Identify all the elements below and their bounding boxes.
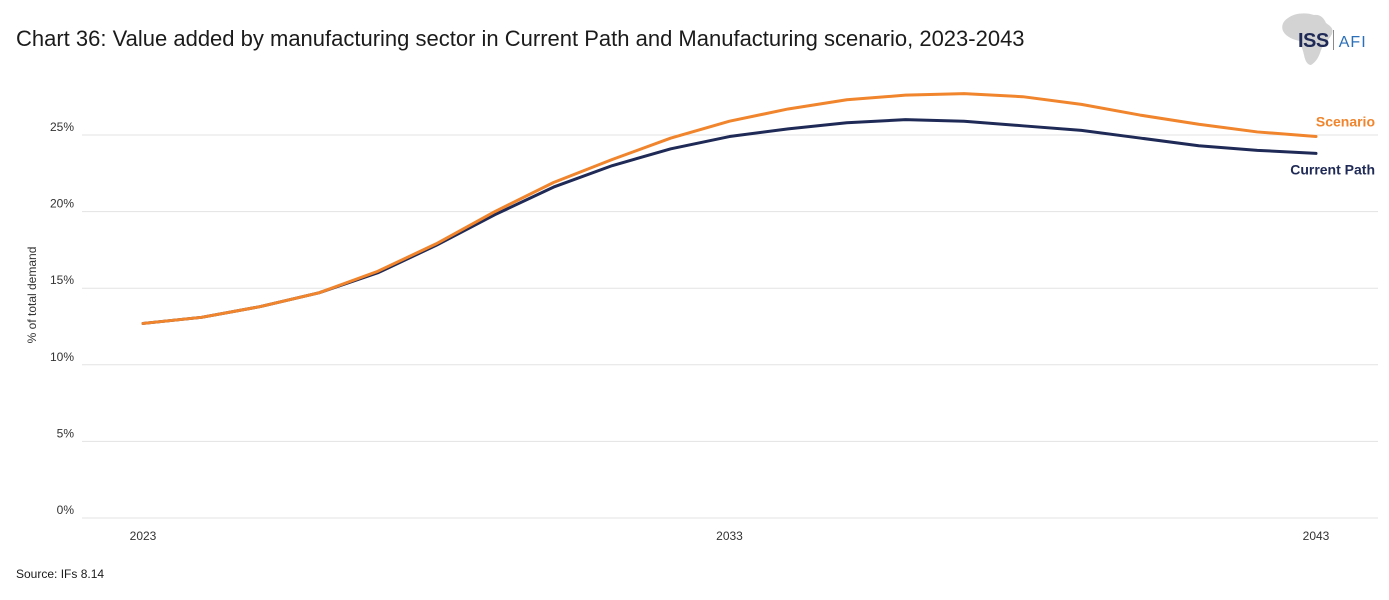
gridlines (82, 134, 1378, 519)
y-tick-label: 10% (50, 350, 74, 364)
y-tick-label: 15% (50, 273, 74, 287)
x-tick-label: 2043 (1303, 529, 1330, 543)
y-axis-label: % of total demand (25, 247, 39, 344)
logo-iss: ISS (1298, 30, 1329, 52)
series-lines (141, 92, 1318, 325)
y-tick-label: 0% (57, 503, 75, 517)
logo: ISS AFI (1298, 30, 1367, 53)
chart-title: Chart 36: Value added by manufacturing s… (16, 26, 1025, 51)
series-label-scenario: Scenario (1316, 114, 1375, 130)
x-axis-ticks: 2023 2033 2043 (130, 529, 1330, 543)
y-tick-label: 5% (57, 426, 75, 440)
logo-divider (1332, 30, 1334, 50)
logo-afi: AFI (1338, 34, 1367, 51)
series-labels: Scenario Current Path (1290, 114, 1375, 178)
series-label-current-path: Current Path (1290, 161, 1375, 177)
x-tick-label: 2023 (130, 529, 157, 543)
series-line-scenario (141, 92, 1318, 325)
source-note: Source: IFs 8.14 (16, 567, 105, 581)
africa-map-icon (1282, 13, 1333, 65)
y-axis-ticks: 0% 5% 10% 15% 20% 25% (50, 120, 74, 517)
y-tick-label: 25% (50, 120, 74, 134)
y-tick-label: 20% (50, 197, 74, 211)
x-tick-label: 2033 (716, 529, 743, 543)
